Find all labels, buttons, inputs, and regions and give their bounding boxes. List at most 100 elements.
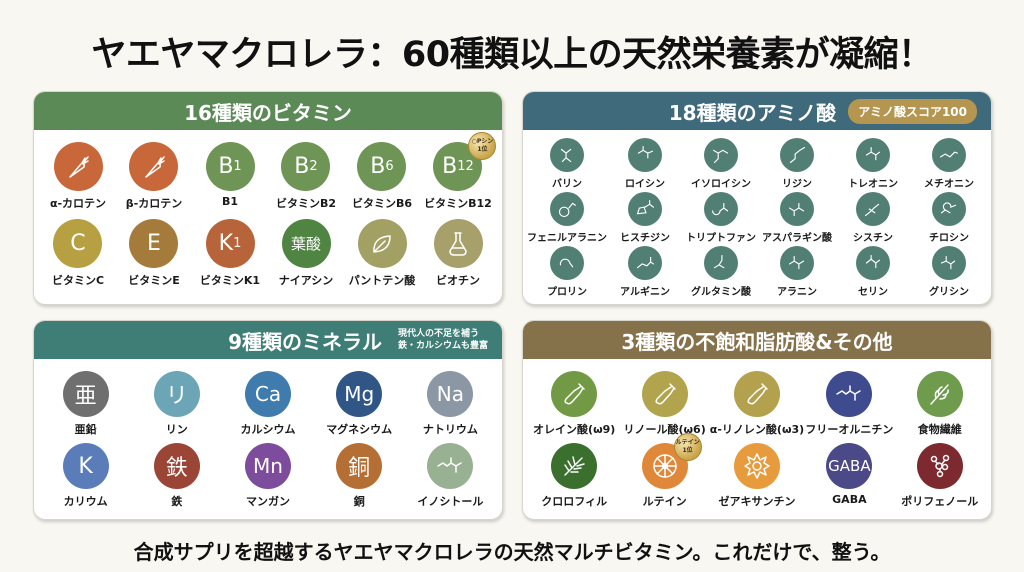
subscript-text: 2 — [309, 159, 318, 174]
nutrient-item: K 1 ビタミンK1 — [200, 219, 260, 288]
minerals-header: 9種類のミネラル 現代人の不足を補う 鉄・カルシウムも豊富 — [34, 321, 502, 359]
nutrient-label: シスチン — [853, 233, 893, 244]
nutrient-label: ヒスチジン — [620, 233, 670, 244]
vitamins-header: 16種類のビタミン — [34, 92, 502, 130]
nutrient-item: リノール酸(ω6) — [623, 371, 706, 437]
nutrient-item: イソロイシン — [691, 138, 751, 190]
nutrient-label: 銅 — [353, 495, 365, 508]
molecule-icon — [856, 192, 890, 226]
symbol-text: 葉酸 — [290, 235, 321, 253]
nutrient-item: チロシン — [929, 192, 969, 244]
nutrient-item: トリプトファン — [686, 192, 756, 244]
nutrient-item: イノシトール — [417, 443, 483, 509]
nutrient-label: アラニン — [777, 287, 817, 298]
nutrient-item: Mg マグネシウム — [326, 371, 392, 437]
subscript-text: 1 — [233, 159, 242, 174]
nutrient-item: B 12 ○Pシン 1位ビタミンB12 — [424, 132, 497, 211]
nutrient-label: リジン — [782, 179, 812, 190]
molecule-icon — [704, 138, 738, 172]
rank-medal-icon: ルテイン 1位 — [673, 433, 702, 461]
nutrient-item: Mn マンガン — [244, 443, 291, 509]
symbol-circle: 亜 — [62, 371, 109, 417]
minerals-note: 現代人の不足を補う 鉄・カルシウムも豊富 — [398, 328, 488, 352]
nutrient-item: アルギニン — [620, 246, 670, 298]
molecule-icon — [628, 246, 662, 280]
nutrient-item: フェニルアラニン — [527, 192, 607, 244]
molecule-icon — [550, 138, 584, 172]
molecule-icon — [826, 371, 873, 417]
nutrient-label: パントテン酸 — [348, 274, 416, 287]
symbol-text: Na — [436, 382, 464, 406]
leaf-branch-icon — [551, 443, 598, 489]
symbol-text: C — [70, 231, 86, 256]
fats-header: 3種類の不飽和脂肪酸&その他 — [523, 321, 991, 359]
nutrient-label: チロシン — [929, 233, 969, 244]
amino-grid: バリン ロイシン イソロイシン リジン トレオニン メチオニン フェニルアラニン ヒスチジン ト… — [523, 130, 991, 298]
nutrient-item: B 2 ビタミンB2 — [276, 142, 336, 211]
molecule-icon — [780, 246, 814, 280]
bottle-icon — [641, 371, 688, 417]
nutrient-label: アルギニン — [620, 287, 670, 298]
nutrient-item: ゼアキサンチン — [719, 443, 796, 509]
nutrient-label: ビタミンE — [128, 274, 180, 287]
carrot-icon — [53, 142, 103, 191]
nutrient-item: ポリフェノール — [901, 443, 978, 509]
nutrient-label: セリン — [858, 287, 888, 298]
vitamins-panel: 16種類のビタミン α-カロテン β-カロテン B 1 B1 B 2 ビタミンB2 B 6 ビタミン… — [33, 91, 503, 305]
nutrient-item: アラニン — [777, 246, 817, 298]
minerals-grid: 亜亜鉛リリン Ca カルシウム Mg マグネシウム Na ナトリウム K カリウム鉄鉄 Mn マンガ… — [34, 359, 502, 509]
nutrient-item: ロイシン — [625, 138, 665, 190]
nutrient-label: ナイアシン — [278, 274, 334, 287]
nutrient-label: フェニルアラニン — [527, 233, 607, 244]
nutrient-item: C ビタミンC — [52, 219, 104, 288]
bottle-icon — [734, 371, 780, 417]
symbol-circle: C — [53, 219, 103, 268]
nutrient-item: フリーオルニチン — [805, 371, 893, 437]
symbol-text: Mn — [253, 454, 283, 478]
nutrient-label: イソロイシン — [691, 179, 751, 190]
fats-panel: 3種類の不飽和脂肪酸&その他 オレイン酸(ω9) リノール酸(ω6) α-リノレン酸… — [522, 320, 992, 520]
nutrient-item: B 6 ビタミンB6 — [352, 142, 412, 211]
symbol-circle: B 12 ○Pシン 1位 — [433, 132, 497, 191]
nutrient-label: B1 — [221, 195, 239, 208]
nutrient-label: ビタミンC — [51, 274, 105, 287]
symbol-circle: K — [62, 443, 109, 489]
nutrient-item: セリン — [856, 246, 890, 298]
symbol-circle: Mn — [244, 443, 291, 489]
nutrient-label: イノシトール — [417, 495, 484, 508]
nutrient-label: オレイン酸(ω9) — [533, 423, 616, 436]
nutrient-item: Na ナトリウム — [423, 371, 478, 437]
nutrient-label: グリシン — [929, 287, 969, 298]
nutrient-label: リン — [165, 423, 188, 436]
symbol-text: K — [78, 453, 93, 479]
amino-header: 18種類のアミノ酸 アミノ酸スコア100 — [523, 92, 991, 130]
nutrient-item: E ビタミンE — [128, 219, 180, 288]
nutrient-item: シスチン — [853, 192, 893, 244]
page-title: ヤエヤマクロレラ：60種類以上の天然栄養素が凝縮！ — [91, 35, 933, 75]
nutrient-label: ビタミンB12 — [424, 197, 492, 210]
symbol-circle: Ca — [244, 371, 291, 417]
amino-title: 18種類のアミノ酸 — [668, 100, 837, 125]
wheat-icon — [916, 371, 963, 417]
symbol-circle: Mg — [336, 371, 383, 417]
nutrient-label: ビオチン — [436, 274, 480, 287]
symbol-circle: リ — [153, 371, 200, 417]
footer-tagline: 合成サプリを超越するヤエヤマクロレラの天然マルチビタミン。これだけで、整う。 — [133, 540, 891, 564]
molecule-icon — [628, 192, 662, 226]
nutrient-label: バリン — [552, 179, 582, 190]
nutrient-label: 亜鉛 — [74, 423, 97, 436]
nutrient-item: 葉酸 ナイアシン — [278, 219, 334, 288]
minerals-note-line1: 現代人の不足を補う — [397, 329, 479, 339]
nutrient-item: リリン — [153, 371, 200, 437]
nutrient-item: 鉄鉄 — [153, 443, 200, 509]
amino-score-badge: アミノ酸スコア100 — [848, 98, 977, 124]
nutrient-item: メチオニン — [924, 138, 974, 190]
molecule-icon — [427, 443, 474, 489]
nutrient-item: バリン — [550, 138, 584, 190]
nutrient-item: アスパラギン酸 — [762, 192, 832, 244]
subscript-text: 1 — [233, 236, 242, 251]
nutrient-item: ヒスチジン — [620, 192, 670, 244]
nutrient-label: β-カロテン — [125, 197, 183, 210]
nutrient-label: ナトリウム — [422, 423, 478, 436]
